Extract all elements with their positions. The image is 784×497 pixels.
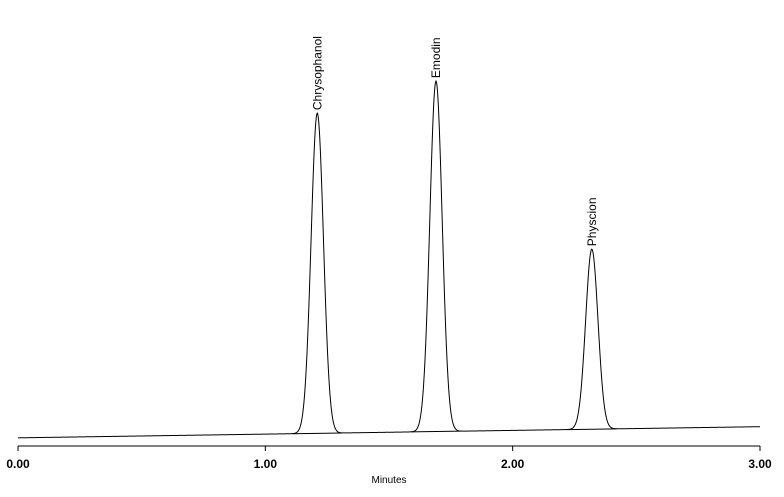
chromatogram-trace <box>17 79 761 439</box>
peak-baseline-0 <box>292 432 343 435</box>
x-axis-ticks: 0.00 1.00 2.00 3.00 <box>6 446 772 471</box>
peak-labels: Chrysophanol Emodin Physcion <box>310 36 599 246</box>
peak-label-chrysophanol: Chrysophanol <box>310 36 324 110</box>
peak-baselines <box>292 428 617 435</box>
x-tick-label: 3.00 <box>748 457 772 471</box>
x-axis-title: Minutes <box>371 475 406 486</box>
x-tick-label: 1.00 <box>254 457 278 471</box>
x-tick-label: 2.00 <box>501 457 525 471</box>
peak-baseline-2 <box>567 428 617 431</box>
peak-label-physcion: Physcion <box>585 197 599 246</box>
peak-baseline-1 <box>411 430 461 433</box>
x-tick-label: 0.00 <box>6 457 30 471</box>
peak-label-emodin: Emodin <box>429 37 443 78</box>
